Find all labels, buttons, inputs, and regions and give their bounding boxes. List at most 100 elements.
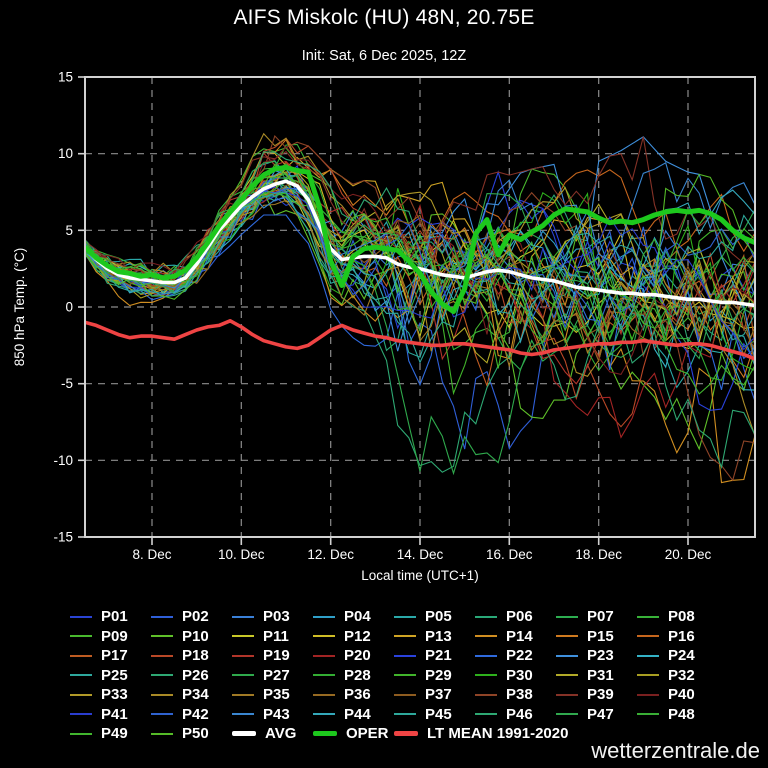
legend-color-swatch	[637, 635, 659, 638]
legend-label: P24	[668, 647, 695, 665]
legend-color-swatch	[475, 674, 497, 677]
legend-color-swatch	[313, 635, 335, 638]
legend-label: P25	[101, 666, 128, 684]
legend-color-swatch	[151, 654, 173, 657]
legend-label: P33	[101, 686, 128, 704]
svg-text:10. Dec: 10. Dec	[218, 547, 265, 562]
legend-item-p03: P03	[232, 607, 313, 627]
legend-color-swatch	[556, 635, 578, 638]
legend-color-swatch	[151, 615, 173, 618]
legend-color-swatch	[394, 693, 416, 696]
legend-color-swatch	[232, 674, 254, 677]
legend-color-swatch	[556, 654, 578, 657]
legend-label: P17	[101, 647, 128, 665]
legend-label: P07	[587, 608, 614, 626]
legend-color-swatch	[637, 674, 659, 677]
legend-item-avg: AVG	[232, 724, 313, 744]
legend-color-swatch	[232, 713, 254, 716]
legend-color-swatch	[232, 731, 256, 737]
legend-color-swatch	[70, 654, 92, 657]
svg-text:8. Dec: 8. Dec	[132, 547, 171, 562]
legend-item-p24: P24	[637, 646, 718, 666]
legend-label: P11	[263, 627, 289, 645]
watermark: wetterzentrale.de	[591, 738, 760, 763]
legend-color-swatch	[70, 732, 92, 735]
legend-item-p09: P09	[70, 627, 151, 647]
legend-label: P30	[506, 666, 533, 684]
legend-color-swatch	[394, 635, 416, 638]
legend-color-swatch	[70, 693, 92, 696]
legend-color-swatch	[232, 654, 254, 657]
legend-label: P38	[506, 686, 533, 704]
legend-item-p23: P23	[556, 646, 637, 666]
legend-item-p29: P29	[394, 666, 475, 686]
legend-label: OPER	[346, 725, 389, 743]
legend-label: P10	[182, 627, 209, 645]
legend-label: P16	[668, 627, 695, 645]
legend-label: P29	[425, 666, 452, 684]
legend-label: P45	[425, 705, 452, 723]
legend-item-p25: P25	[70, 666, 151, 686]
legend-label: P47	[587, 705, 614, 723]
legend-color-swatch	[637, 615, 659, 618]
legend-label: P05	[425, 608, 452, 626]
legend-color-swatch	[556, 615, 578, 618]
legend-item-p15: P15	[556, 627, 637, 647]
legend-label: P12	[344, 627, 371, 645]
legend-item-p48: P48	[637, 705, 718, 725]
svg-text:-5: -5	[61, 376, 73, 391]
legend-item-p34: P34	[151, 685, 232, 705]
legend-label: P42	[182, 705, 209, 723]
y-tick-labels: 15 10 5 0 -5 -10 -15	[53, 70, 73, 545]
legend-color-swatch	[556, 693, 578, 696]
legend-label: P21	[425, 647, 452, 665]
legend-item-p19: P19	[232, 646, 313, 666]
legend-item-p36: P36	[313, 685, 394, 705]
legend-color-swatch	[394, 731, 418, 737]
legend-color-swatch	[151, 635, 173, 638]
legend-item-p28: P28	[313, 666, 394, 686]
legend-color-swatch	[313, 615, 335, 618]
legend-label: P32	[668, 666, 695, 684]
legend-label: P04	[344, 608, 371, 626]
legend-label: P28	[344, 666, 371, 684]
legend-item-p02: P02	[151, 607, 232, 627]
legend-item-p16: P16	[637, 627, 718, 647]
legend-color-swatch	[151, 713, 173, 716]
svg-text:5: 5	[65, 223, 73, 238]
legend-label: P14	[506, 627, 533, 645]
legend-item-oper: OPER	[313, 724, 394, 744]
legend-item-p01: P01	[70, 607, 151, 627]
legend-color-swatch	[637, 693, 659, 696]
legend-item-p41: P41	[70, 705, 151, 725]
legend-color-swatch	[475, 693, 497, 696]
legend-item-p20: P20	[313, 646, 394, 666]
legend-color-swatch	[70, 635, 92, 638]
x-axis-title: Local time (UTC+1)	[361, 568, 478, 583]
legend-label: P36	[344, 686, 371, 704]
legend-color-swatch	[313, 674, 335, 677]
legend-label: P20	[344, 647, 371, 665]
legend-item-p05: P05	[394, 607, 475, 627]
legend-item-p39: P39	[556, 685, 637, 705]
gridlines	[85, 77, 755, 537]
legend-item-p45: P45	[394, 705, 475, 725]
legend-label: P50	[182, 725, 209, 743]
legend-color-swatch	[394, 713, 416, 716]
legend-item-p18: P18	[151, 646, 232, 666]
legend-item-p27: P27	[232, 666, 313, 686]
svg-text:-15: -15	[53, 530, 73, 545]
legend-label: AVG	[265, 725, 297, 743]
svg-text:16. Dec: 16. Dec	[486, 547, 533, 562]
legend-color-swatch	[313, 713, 335, 716]
legend-color-swatch	[475, 654, 497, 657]
y-axis-title: 850 hPa Temp. (°C)	[12, 248, 27, 366]
legend-label: P03	[263, 608, 290, 626]
legend-color-swatch	[394, 674, 416, 677]
legend-item-p07: P07	[556, 607, 637, 627]
legend-label: P26	[182, 666, 209, 684]
legend-label: P19	[263, 647, 290, 665]
legend-color-swatch	[70, 713, 92, 716]
legend-label: P09	[101, 627, 128, 645]
